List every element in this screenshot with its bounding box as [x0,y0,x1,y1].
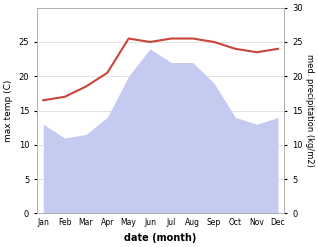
Y-axis label: med. precipitation (kg/m2): med. precipitation (kg/m2) [305,54,314,167]
X-axis label: date (month): date (month) [124,233,197,243]
Y-axis label: max temp (C): max temp (C) [4,79,13,142]
